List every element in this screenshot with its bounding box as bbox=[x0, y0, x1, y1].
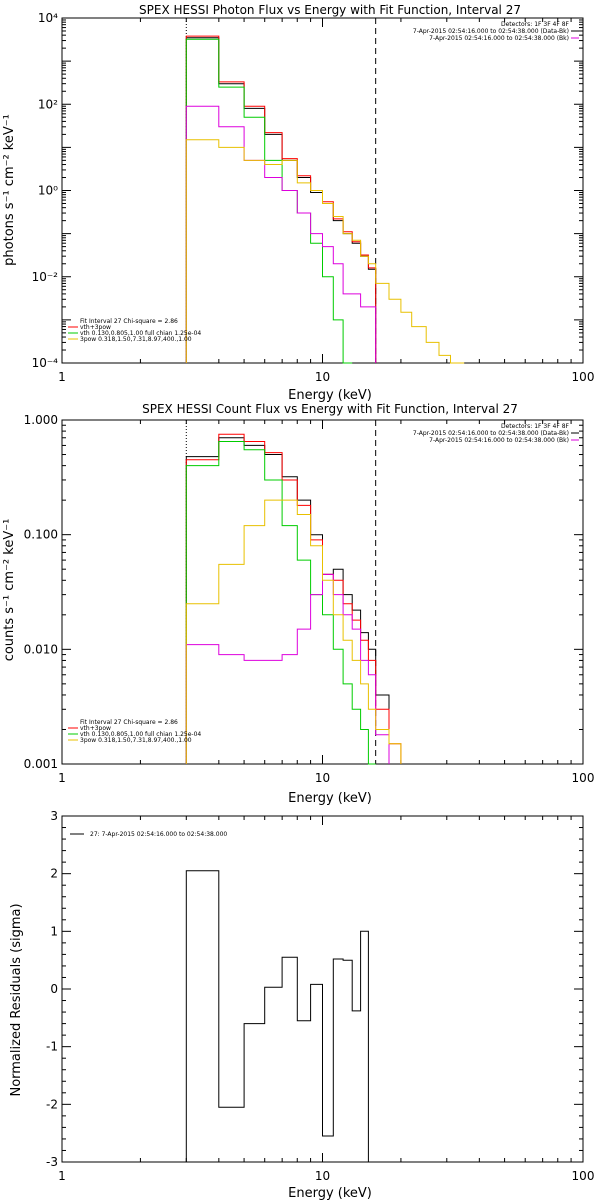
x-axis-label: Energy (keV) bbox=[288, 1186, 372, 1200]
chart-title: SPEX HESSI Count Flux vs Energy with Fit… bbox=[142, 402, 518, 416]
y-tick-label: 10² bbox=[38, 97, 58, 111]
legend-entry: 7-Apr-2015 02:54:16.000 to 02:54:38.000 … bbox=[413, 28, 569, 35]
y-tick-label: 10⁴ bbox=[38, 11, 58, 25]
series-line-4 bbox=[185, 499, 402, 764]
legend-entry: 7-Apr-2015 02:54:16.000 to 02:54:38.000 … bbox=[429, 35, 569, 42]
series-line-4 bbox=[185, 139, 465, 364]
y-tick-label: 10⁰ bbox=[38, 184, 58, 198]
legend-entry: 3pow 0.318,1.50,7.31,8.97,400.,1.00 bbox=[80, 336, 192, 343]
y-tick-label: 0.100 bbox=[24, 528, 58, 542]
legend-entry: 3pow 0.318,1.50,7.31,8.97,400.,1.00 bbox=[80, 737, 192, 744]
y-axis-label: photons s⁻¹ cm⁻² keV⁻¹ bbox=[2, 114, 17, 266]
legend-entry: vth+3pow bbox=[80, 324, 111, 331]
legend-entry: Detectors: 1F 3F 4F 8F bbox=[501, 21, 570, 28]
legend-entry: vth 0.130,0.805,1.00 full chian 1.25e-04 bbox=[80, 731, 201, 738]
legend-entry: 27: 7-Apr-2015 02:54:16.000 to 02:54:38.… bbox=[90, 831, 227, 838]
residuals-panel: Energy (keV) Normalized Residuals (sigma… bbox=[9, 809, 594, 1200]
series-line-2 bbox=[185, 441, 376, 765]
y-tick-label: 10⁻² bbox=[32, 270, 59, 284]
y-tick-label: -3 bbox=[46, 1155, 58, 1169]
series-line-3 bbox=[185, 573, 390, 764]
y-tick-label: -2 bbox=[46, 1097, 58, 1111]
series-line-2 bbox=[185, 38, 353, 364]
x-tick-label: 10 bbox=[315, 1169, 330, 1183]
legend-entry: 7-Apr-2015 02:54:16.000 to 02:54:38.000 … bbox=[429, 437, 569, 444]
y-tick-label: 3 bbox=[50, 809, 58, 823]
legend-entry: Fit Interval 27 Chi-square = 2.86 bbox=[80, 719, 178, 726]
series-line-0 bbox=[185, 37, 377, 363]
count-flux-panel: SPEX HESSI Count Flux vs Energy with Fit… bbox=[2, 402, 594, 806]
y-tick-label: 0.001 bbox=[24, 757, 58, 771]
y-tick-label: 1 bbox=[50, 924, 58, 938]
x-tick-label: 100 bbox=[572, 771, 595, 785]
y-tick-label: 2 bbox=[50, 867, 58, 881]
series-line-3 bbox=[185, 105, 377, 363]
chart-title: SPEX HESSI Photon Flux vs Energy with Fi… bbox=[139, 3, 521, 17]
x-tick-label: 100 bbox=[572, 1169, 595, 1183]
x-tick-label: 1 bbox=[58, 370, 66, 384]
y-tick-label: 0.010 bbox=[24, 642, 58, 656]
series-line-0 bbox=[185, 437, 390, 764]
legend-entry: 7-Apr-2015 02:54:16.000 to 02:54:38.000 … bbox=[413, 430, 569, 437]
x-tick-label: 1 bbox=[58, 1169, 66, 1183]
legend-entry: Fit Interval 27 Chi-square = 2.86 bbox=[80, 318, 178, 325]
y-axis-label: Normalized Residuals (sigma) bbox=[9, 903, 24, 1096]
x-tick-label: 10 bbox=[315, 370, 330, 384]
x-axis-label: Energy (keV) bbox=[288, 388, 372, 403]
legend-entry: vth+3pow bbox=[80, 725, 111, 732]
y-tick-label: 0 bbox=[50, 982, 58, 996]
y-axis-label: counts s⁻¹ cm⁻² keV⁻¹ bbox=[2, 519, 17, 662]
y-tick-label: 1.000 bbox=[24, 413, 58, 427]
photon-flux-panel: SPEX HESSI Photon Flux vs Energy with Fi… bbox=[2, 3, 594, 403]
series-line-0 bbox=[185, 870, 369, 1162]
legend-entry: vth 0.130,0.805,1.00 full chian 1.25e-04 bbox=[80, 330, 201, 337]
x-tick-label: 10 bbox=[315, 771, 330, 785]
x-tick-label: 100 bbox=[572, 370, 595, 384]
x-tick-label: 1 bbox=[58, 771, 66, 785]
x-axis-label: Energy (keV) bbox=[288, 791, 372, 806]
legend-entry: Detectors: 1F 3F 4F 8F bbox=[501, 423, 570, 430]
series-line-1 bbox=[185, 35, 377, 363]
y-tick-label: -1 bbox=[46, 1040, 58, 1054]
y-tick-label: 10⁻⁴ bbox=[32, 356, 59, 370]
